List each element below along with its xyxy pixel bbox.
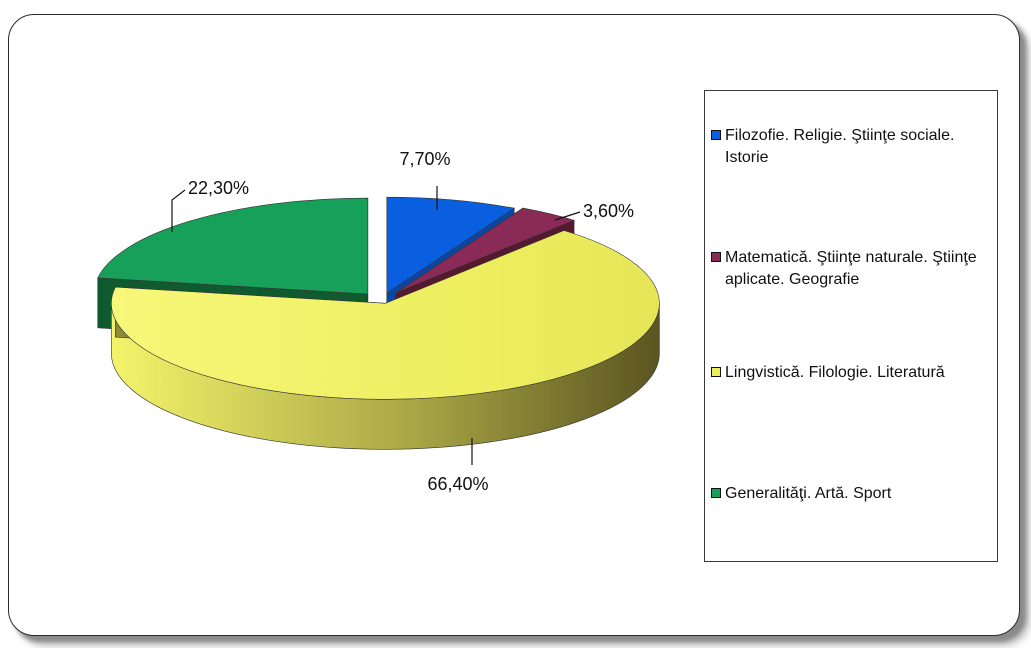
legend-swatch-green [711,488,721,498]
data-label-0: 7,70% [399,149,450,169]
legend-swatch-purple [711,252,721,262]
legend: Filozofie. Religie. Ştiinţe sociale. Ist… [704,90,998,562]
legend-item-lingvistica: Lingvistică. Filologie. Literatură [711,362,995,384]
pie-slice-top-2 [111,230,660,400]
pie-slice-top-0 [386,196,516,294]
legend-item-generalitati: Generalităţi. Artă. Sport [711,483,995,505]
data-label-2: 66,40% [427,474,488,494]
leader-line-1 [554,211,581,221]
pie-slice-top-3 [97,197,369,295]
legend-label: Generalităţi. Artă. Sport [725,485,892,502]
legend-label: Filozofie. Religie. Ştiinţe sociale. Ist… [725,127,955,166]
legend-item-matematica: Matematică. Ştiinţe naturale. Ştiinţe ap… [711,247,995,291]
legend-item-filozofie: Filozofie. Religie. Ştiinţe sociale. Ist… [711,125,995,169]
pie-slice-group-2 [111,230,660,450]
data-label-3: 22,30% [188,178,249,198]
legend-swatch-blue [711,130,721,140]
data-label-1: 3,60% [583,201,634,221]
legend-label: Matematică. Ştiinţe naturale. Ştiinţe ap… [725,249,977,288]
legend-label: Lingvistică. Filologie. Literatură [725,364,945,381]
leader-line-3 [171,189,186,232]
legend-swatch-yellow [711,367,721,377]
pie-slice-top-1 [395,207,575,294]
